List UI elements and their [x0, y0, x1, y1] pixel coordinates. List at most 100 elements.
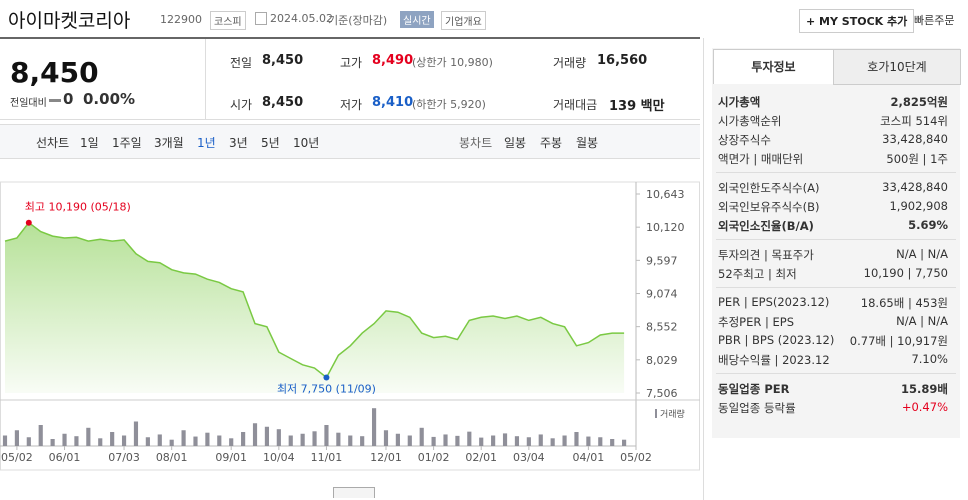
volume-bar	[371, 408, 377, 446]
high-marker	[25, 219, 32, 226]
low-label: 최저 7,750 (11/09)	[277, 383, 376, 396]
mystock-button[interactable]: + MY STOCK 추가	[799, 9, 915, 33]
x-tick-label: 05/02	[620, 451, 652, 464]
volume-bar	[264, 426, 270, 446]
tab-title[interactable]: 선차트	[36, 136, 70, 150]
volume-bar	[2, 435, 8, 446]
x-tick-label: 02/01	[465, 451, 497, 464]
stat-label: 거래대금	[553, 98, 598, 112]
y-tick-label: 7,506	[646, 387, 678, 400]
info-value: 33,428,840	[882, 132, 948, 146]
x-tick-label: 01/02	[418, 451, 450, 464]
volume-bar	[252, 423, 258, 446]
x-tick-label: 03/04	[513, 451, 545, 464]
volume-bar	[14, 430, 19, 446]
y-tick-label: 10,120	[646, 221, 685, 234]
x-tick-label: 04/01	[573, 451, 605, 464]
stat-label: 시가	[230, 98, 253, 112]
volume-bar	[312, 431, 317, 446]
stock-code: 122900	[160, 13, 202, 26]
info-value: 33,428,840	[882, 180, 948, 194]
volume-bar	[62, 433, 67, 446]
x-tick-label: 06/01	[49, 451, 81, 464]
market-badge: 코스피	[210, 11, 246, 30]
price: 8,450	[10, 56, 99, 89]
volume-bar	[431, 436, 436, 446]
overview-button[interactable]: 기업개요	[441, 11, 486, 30]
legend-label: 거래량	[660, 408, 685, 420]
volume-bar	[86, 427, 91, 446]
y-tick-label: 10,643	[646, 188, 685, 201]
volume-bar	[26, 437, 31, 446]
period-tab[interactable]: 3년	[229, 136, 248, 150]
info-value: +0.47%	[901, 400, 948, 414]
change-rate: 0.00%	[83, 90, 136, 108]
info-value: N/A | N/A	[896, 247, 948, 261]
period-tab[interactable]: 5년	[261, 136, 280, 150]
realtime-badge[interactable]: 실시간	[400, 11, 434, 28]
divider	[716, 373, 956, 374]
info-row: 외국인소진율(B/A) 5.69%	[718, 218, 948, 237]
stock-name: 아이마켓코리아	[8, 10, 131, 32]
info-label: 동일업종 등락률	[718, 401, 796, 415]
period-tab[interactable]: 1주일	[112, 136, 142, 150]
legend-swatch	[655, 409, 657, 418]
info-row: 시가총액 2,825억원	[718, 94, 948, 113]
collapse-button[interactable]	[333, 487, 375, 498]
volume-bar	[74, 436, 79, 446]
volume-bar	[169, 439, 174, 446]
info-value: 10,190 | 7,750	[863, 266, 948, 280]
stat-label: 거래량	[553, 56, 587, 70]
volume-bar	[181, 430, 186, 446]
info-label: 배당수익률 | 2023.12	[718, 353, 830, 367]
volume-bar	[336, 432, 341, 446]
price-line	[4, 221, 625, 379]
candle-tab[interactable]: 월봉	[576, 136, 599, 150]
period-tab[interactable]: 1년	[197, 136, 216, 150]
info-label: 외국인한도주식수(A)	[718, 181, 820, 195]
info-label: 추정PER | EPS	[718, 315, 795, 329]
volume-bar	[538, 434, 543, 446]
volume-bar	[324, 425, 329, 446]
info-row: 배당수익률 | 2023.12 7.10%	[718, 352, 948, 371]
tab-title[interactable]: 봉차트	[459, 136, 493, 150]
period-tab[interactable]: 1일	[80, 136, 99, 150]
volume-bar	[217, 435, 222, 446]
info-row: 52주최고 | 최저 10,190 | 7,750	[718, 266, 948, 285]
info-label: 액면가 | 매매단위	[718, 152, 804, 166]
volume-bar	[479, 437, 484, 446]
period-tab[interactable]: 3개월	[154, 136, 184, 150]
volume-bar	[348, 435, 353, 446]
volume-bar	[395, 433, 400, 446]
candle-tab[interactable]: 일봉	[504, 136, 527, 150]
info-label: 상장주식수	[718, 133, 771, 147]
volume-bar	[145, 437, 150, 446]
volume-bar	[300, 433, 305, 446]
volume-bar	[502, 433, 508, 446]
info-tab[interactable]: 투자정보	[713, 49, 834, 84]
quick-order[interactable]: 빠른주문	[914, 14, 955, 27]
info-tab[interactable]: 호가10단계	[833, 49, 961, 85]
y-tick-label: 9,074	[646, 288, 678, 301]
volume-bar	[467, 431, 472, 446]
volume-bar	[622, 439, 627, 446]
info-row: 투자의견 | 목표주가 N/A | N/A	[718, 247, 948, 266]
info-value: 18.65배 | 453원	[860, 296, 948, 310]
divider	[205, 39, 206, 119]
info-value: 0.77배 | 10,917원	[849, 334, 948, 348]
candle-tab[interactable]: 주봉	[540, 136, 563, 150]
volume-bar	[157, 434, 162, 446]
volume-bar	[574, 432, 579, 446]
low-marker	[323, 374, 330, 381]
stat-label: 저가	[340, 98, 363, 112]
volume-bar	[443, 434, 448, 446]
info-value: 500원 | 1주	[886, 152, 948, 166]
period-tab[interactable]: 10년	[293, 136, 320, 150]
volume-bar	[276, 429, 281, 446]
info-row: 동일업종 PER 15.89배	[718, 381, 948, 400]
quote-box	[0, 39, 700, 120]
y-tick-label: 8,552	[646, 321, 678, 334]
info-value: 2,825억원	[890, 95, 948, 109]
info-label: 52주최고 | 최저	[718, 267, 797, 281]
volume-bar	[133, 421, 139, 446]
